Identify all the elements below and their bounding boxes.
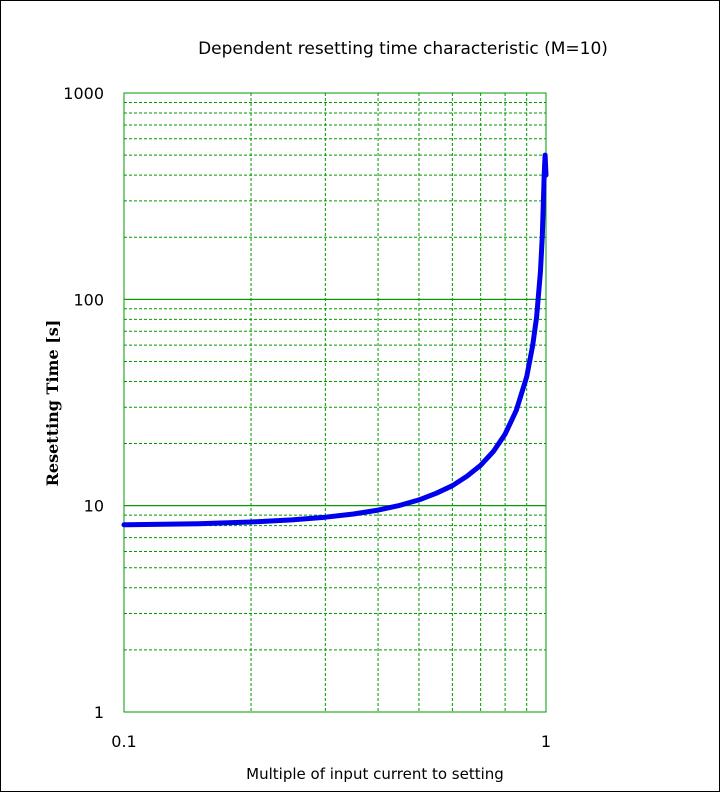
y-tick-label: 1 (94, 703, 104, 722)
y-tick-label: 1000 (63, 84, 104, 103)
y-tick-label: 10 (84, 497, 104, 516)
y-axis-label: Resetting Time [s] (43, 320, 62, 487)
x-tick-label: 1 (541, 732, 551, 751)
series-line (121, 152, 549, 528)
y-tick-label: 100 (73, 290, 104, 309)
plot-area-border (123, 92, 547, 713)
tick-labels: 1 10 100 1000 0.1 1 (63, 84, 551, 751)
x-axis-label: Multiple of input current to setting (246, 765, 504, 783)
chart-title: Dependent resetting time characteristic … (198, 39, 608, 59)
grid (123, 92, 547, 713)
x-tick-label: 0.1 (111, 732, 136, 751)
